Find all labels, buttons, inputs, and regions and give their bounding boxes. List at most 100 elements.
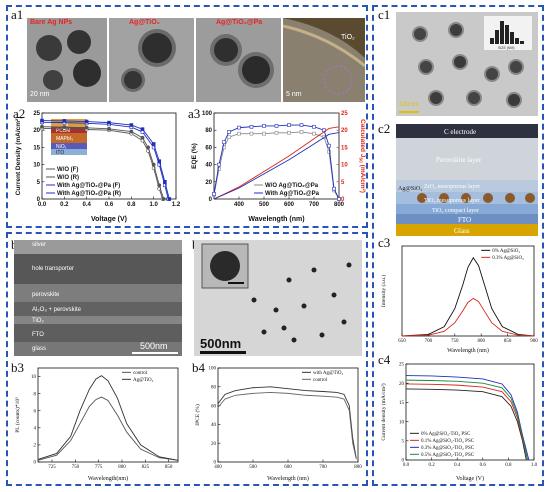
c2-layer-2: ZrO₂ mesoporous layer bbox=[424, 184, 480, 190]
series-line-0 bbox=[37, 396, 179, 461]
data-point bbox=[151, 162, 156, 167]
legend-entry: control bbox=[133, 371, 148, 376]
sem-layer-3: Al₂O₃ + perovskite bbox=[32, 307, 81, 313]
data-point bbox=[62, 119, 67, 123]
legend-entry: 0.5% Ag@SiO₂-TiO₂ PSC bbox=[421, 453, 475, 458]
device-schematic-c2: C electrode Perovskite layer ZrO₂ mesopo… bbox=[396, 124, 538, 236]
legend-entry: control bbox=[313, 378, 328, 383]
legend-entry: W/O (F) bbox=[57, 167, 78, 173]
data-point bbox=[151, 142, 156, 146]
series-line-3 bbox=[405, 379, 529, 461]
panel-label-b3: b3 bbox=[11, 360, 24, 375]
data-point bbox=[262, 131, 266, 136]
panel-label-a1: a1 bbox=[11, 7, 24, 22]
y-tick-label: 10 bbox=[399, 420, 405, 425]
series-line-1 bbox=[401, 297, 535, 337]
x-tick-label: 400 bbox=[214, 465, 222, 470]
y-axis-label: EQE (%) bbox=[191, 143, 198, 169]
y-axis-label: Intensity (a.u.) bbox=[380, 275, 387, 307]
c2-layer-5: FTO bbox=[458, 216, 471, 224]
y-tick-label: 100 bbox=[209, 367, 217, 372]
tem-particles-ag-tio2-pa bbox=[210, 34, 274, 88]
tem-image-ag-tio2: Ag@TiO₂ bbox=[109, 18, 194, 102]
y-right-tick-label: 15 bbox=[341, 145, 348, 151]
y-tick-label: 20 bbox=[211, 442, 217, 447]
x-tick-label: 825 bbox=[142, 465, 150, 470]
tem-caption-bare-ag: Bare Ag NPs bbox=[30, 19, 73, 26]
tem-caption-ag-tio2: Ag@TiO₂ bbox=[129, 19, 160, 26]
sem-scale-bar-b1 bbox=[132, 352, 178, 354]
plot-frame bbox=[405, 363, 535, 461]
y-tick-label: 0 bbox=[214, 461, 217, 466]
x-axis-label: Wavelength (nm) bbox=[248, 216, 304, 223]
legend-entry: W/O Ag@TiO₂@Pa bbox=[265, 183, 319, 189]
panel-label-c2: c2 bbox=[378, 121, 391, 136]
panel-label-c4: c4 bbox=[378, 352, 391, 367]
legend-entry: Ag@TiO₂ bbox=[133, 378, 154, 383]
x-tick-label: 400 bbox=[234, 202, 245, 208]
panel-label-c1: c1 bbox=[378, 7, 391, 22]
x-axis-label: Wavelength (nm) bbox=[267, 475, 309, 482]
data-point bbox=[227, 130, 231, 134]
sem-layer-6: glass bbox=[32, 346, 47, 352]
legend-entry: 0% Ag@SiO₂-TiO₂ PSC bbox=[421, 432, 471, 437]
data-point bbox=[129, 129, 134, 134]
y-tick-label: 5 bbox=[37, 180, 41, 186]
chart-a2: Ag PCBM MAPbI₃ NiOₓ ITO 0.0 0.2 0.4 0.6 0.8 1… bbox=[15, 111, 181, 223]
x-tick-label: 700 bbox=[319, 465, 327, 470]
x-tick-label: 1.2 bbox=[172, 202, 181, 208]
x-tick-label: 700 bbox=[309, 202, 320, 208]
plot-frame bbox=[217, 367, 359, 463]
y-right-tick-label: 0 bbox=[341, 197, 345, 203]
y-tick-label: 20 bbox=[33, 128, 40, 134]
tem-image-hr: TiO₂ 5 nm bbox=[283, 18, 365, 102]
data-point bbox=[299, 130, 304, 134]
device-layer-4: ITO bbox=[56, 150, 64, 156]
y-tick-label: 60 bbox=[205, 145, 212, 151]
x-tick-label: 750 bbox=[451, 339, 459, 344]
data-point bbox=[129, 123, 134, 127]
panel-label-c3: c3 bbox=[378, 235, 391, 250]
data-point bbox=[161, 197, 166, 201]
data-point bbox=[327, 149, 331, 154]
data-point bbox=[274, 130, 279, 135]
x-tick-label: 800 bbox=[118, 465, 126, 470]
legend-entry: W/O (R) bbox=[57, 175, 79, 181]
x-tick-label: 700 bbox=[425, 339, 433, 344]
series-line-1 bbox=[405, 383, 529, 461]
x-tick-label: 0.2 bbox=[60, 202, 69, 208]
tem-scale-bare-ag: 20 nm bbox=[30, 91, 50, 98]
data-point bbox=[84, 125, 89, 130]
x-axis-label: Wavelength(nm) bbox=[88, 475, 128, 482]
panel-frame-c bbox=[372, 5, 544, 486]
panel-label-a3: a3 bbox=[188, 106, 201, 121]
data-point bbox=[337, 197, 341, 201]
y-axis-right-label-unit: (mA/cm²) bbox=[359, 163, 366, 193]
size-histogram-inset: SIZE (NM) bbox=[484, 16, 532, 50]
data-point bbox=[107, 120, 111, 125]
y-axis-label: IPCE (%) bbox=[194, 404, 201, 426]
series-line-3 bbox=[41, 120, 170, 200]
panel-label-b4: b4 bbox=[192, 360, 205, 375]
device-layer-3: NiOₓ bbox=[56, 144, 67, 150]
x-tick-label: 750 bbox=[72, 465, 80, 470]
sem-layers bbox=[14, 240, 182, 356]
y-tick-label: 20 bbox=[205, 180, 212, 186]
y-tick-label: 15 bbox=[33, 145, 40, 151]
data-point bbox=[274, 124, 279, 128]
data-point bbox=[140, 127, 145, 131]
series-line-2 bbox=[405, 375, 530, 461]
data-point bbox=[287, 130, 291, 135]
y-tick-label: 10 bbox=[31, 375, 37, 380]
legend-entry: With Ag@TiO₂@Pa (R) bbox=[57, 191, 121, 197]
c2-layer-0: C electrode bbox=[444, 128, 476, 136]
chart-b3: 725 750 775 800 825 850 0 2 4 6 8 10 Wavelength(nm) P… bbox=[14, 367, 179, 482]
x-tick-label: 800 bbox=[477, 339, 485, 344]
legend-entry: 0% Ag@SiO₂ bbox=[492, 249, 520, 254]
tem-b2-particles bbox=[201, 243, 352, 343]
y-tick-label: 0 bbox=[34, 461, 37, 466]
device-layer-2: MAPbI₃ bbox=[56, 136, 73, 142]
y-tick-label: 40 bbox=[205, 163, 212, 169]
panel-frame-a bbox=[6, 5, 368, 228]
tem-c1-particles bbox=[412, 22, 524, 108]
